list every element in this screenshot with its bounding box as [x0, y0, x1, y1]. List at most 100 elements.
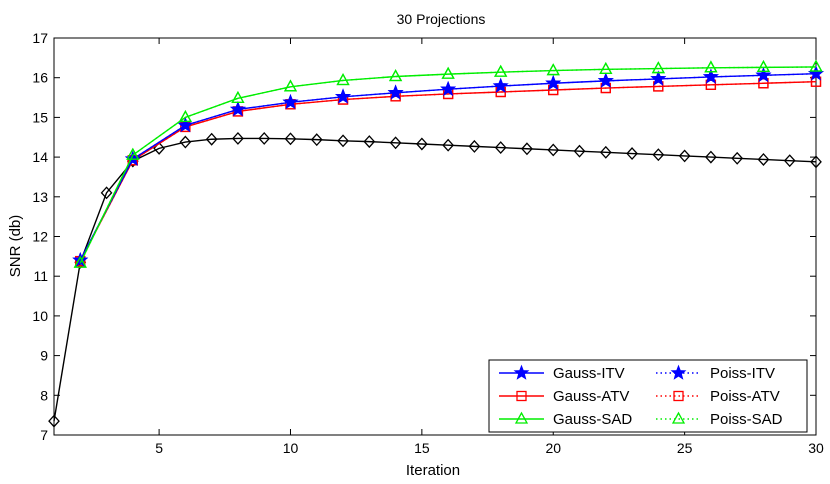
data-point	[48, 414, 60, 428]
data-point	[651, 61, 665, 74]
data-point	[731, 151, 744, 165]
data-point	[73, 255, 87, 268]
data-point	[756, 60, 771, 73]
legend-item: Gauss-ATV	[499, 388, 629, 405]
data-point	[230, 101, 246, 117]
data-point	[652, 148, 665, 162]
y-tick-label: 11	[33, 268, 48, 284]
y-tick-label: 7	[40, 427, 48, 443]
data-point	[573, 144, 586, 158]
legend-label: Gauss-ITV	[553, 365, 625, 382]
data-point	[440, 80, 457, 96]
series-poiss-atv	[75, 76, 822, 267]
x-tick-label: 5	[155, 440, 163, 456]
data-point	[72, 251, 89, 268]
data-point	[284, 132, 297, 146]
legend-label: Gauss-ATV	[553, 388, 629, 405]
data-point	[546, 63, 560, 76]
legend-item: Poiss-ATV	[656, 388, 780, 405]
data-point	[702, 68, 719, 84]
data-point	[441, 66, 455, 79]
data-point	[258, 131, 271, 145]
data-point	[205, 132, 218, 146]
series-line	[79, 73, 817, 261]
y-tick-label: 9	[40, 348, 48, 364]
data-point	[336, 73, 350, 86]
data-point	[599, 62, 613, 75]
y-tick-label: 17	[32, 30, 48, 46]
y-tick-label: 15	[32, 109, 48, 125]
data-point	[809, 59, 823, 72]
y-tick-label: 16	[32, 70, 48, 86]
x-tick-label: 15	[414, 440, 430, 456]
data-point	[597, 72, 614, 88]
data-point	[335, 88, 351, 104]
legend-swatch-marker	[670, 364, 687, 380]
data-point	[626, 147, 638, 160]
series-poiss-sad	[73, 59, 823, 268]
y-tick-label: 14	[32, 149, 48, 165]
data-point	[387, 84, 404, 100]
y-tick-label: 10	[32, 308, 48, 324]
data-point	[282, 93, 299, 110]
series-line	[79, 80, 817, 262]
x-tick-label: 20	[545, 440, 561, 456]
legend-label: Gauss-SAD	[553, 411, 632, 428]
data-point	[283, 79, 298, 92]
data-point	[100, 186, 113, 200]
data-point	[232, 131, 244, 145]
x-tick-label: 30	[808, 440, 824, 456]
plot-area: 5 10 15 20 25 30 7 8 9 10 11 12 13 14 15 16 17	[32, 30, 824, 456]
data-point	[468, 139, 481, 153]
series-reference	[48, 131, 822, 428]
data-point	[650, 70, 667, 86]
data-point	[545, 74, 562, 91]
data-point	[492, 77, 509, 93]
legend-item: Gauss-SAD	[499, 411, 632, 428]
data-point	[494, 141, 507, 155]
legend: Gauss-ITV Poiss-ITV Gauss-ATV Poiss-ATV Gaus…	[488, 359, 808, 433]
data-point	[810, 155, 822, 169]
x-axis-title: Iteration	[406, 462, 460, 479]
data-point	[177, 117, 194, 133]
data-point	[442, 138, 455, 152]
data-point	[389, 136, 402, 150]
data-point	[415, 137, 428, 151]
data-point	[124, 150, 141, 166]
data-point	[179, 135, 192, 149]
data-point	[337, 134, 349, 148]
data-point	[388, 69, 403, 82]
data-point	[599, 145, 612, 159]
data-point	[755, 66, 772, 83]
legend-item: Poiss-SAD	[656, 411, 783, 428]
legend-label: Poiss-ATV	[710, 388, 780, 405]
data-point	[783, 154, 796, 168]
data-point	[126, 147, 140, 160]
legend-swatch-marker	[514, 411, 529, 424]
legend-swatch-marker	[673, 390, 684, 402]
data-point	[310, 133, 323, 147]
legend-item: Poiss-ITV	[656, 364, 775, 382]
data-point	[705, 150, 717, 164]
data-point	[521, 142, 533, 156]
legend-swatch-marker	[513, 364, 530, 380]
x-tick-label: 25	[677, 440, 693, 456]
y-axis-title: SNR (db)	[7, 215, 24, 278]
data-point	[704, 60, 718, 73]
data-point	[178, 110, 192, 123]
legend-swatch-marker	[516, 390, 527, 402]
legend-item: Gauss-ITV	[499, 364, 625, 382]
legend-label: Poiss-ITV	[710, 365, 775, 382]
data-point	[231, 90, 245, 103]
data-point	[757, 153, 770, 166]
y-tick-label: 12	[32, 229, 48, 245]
x-tick-label: 10	[283, 440, 299, 456]
y-tick-label: 13	[32, 189, 48, 205]
data-point	[547, 143, 560, 157]
legend-label: Poiss-SAD	[710, 411, 783, 428]
series-line	[79, 66, 817, 264]
chart-title: 30 Projections	[397, 11, 486, 27]
data-point	[494, 64, 508, 77]
data-point	[678, 149, 691, 163]
